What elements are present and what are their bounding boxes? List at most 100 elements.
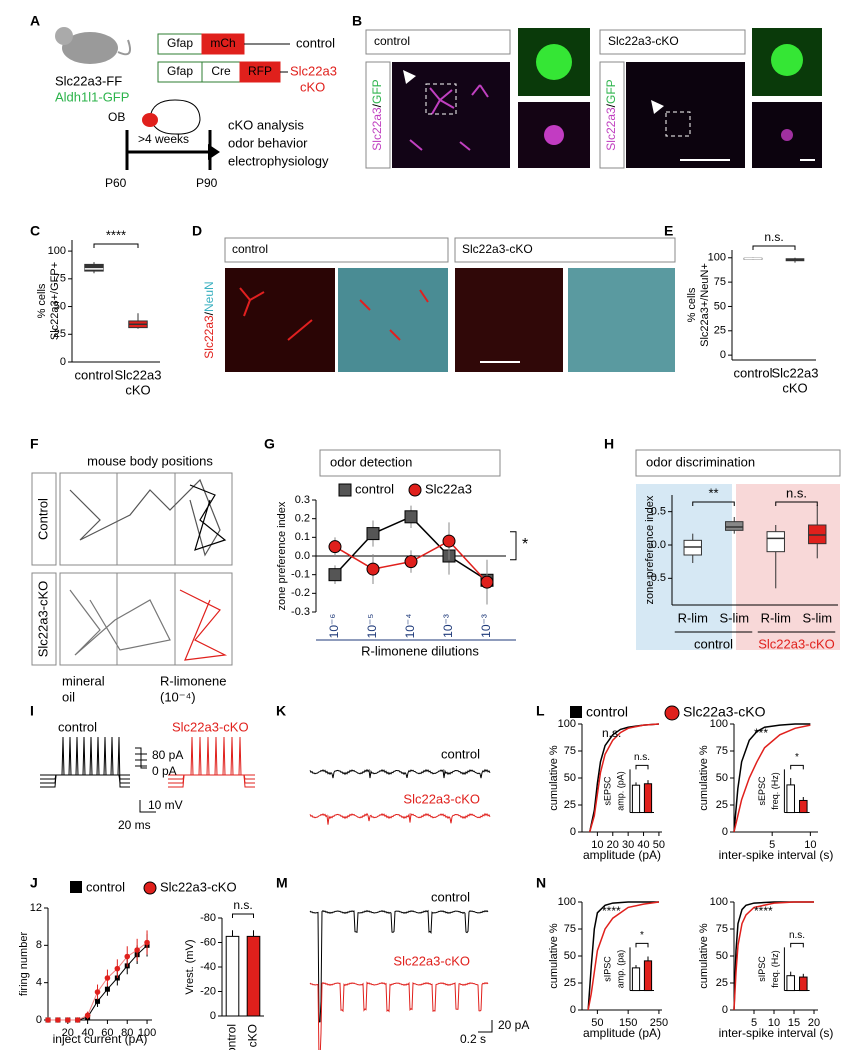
label: P60 <box>105 176 127 190</box>
bar <box>786 784 795 814</box>
point <box>134 947 140 953</box>
construct-label: RFP <box>248 64 272 78</box>
y-tick-label: 0.0 <box>651 539 666 551</box>
point <box>55 1017 61 1023</box>
label-box <box>31 572 57 666</box>
title-box <box>635 449 841 477</box>
legend-marker <box>70 881 82 893</box>
x-tick-label: 10⁻³ <box>479 614 493 638</box>
y-tick-label: 75 <box>716 923 728 935</box>
stain-label: Slc22a3/NeuN <box>202 281 216 358</box>
x-tick-label: 5 <box>769 839 775 851</box>
box <box>84 263 104 272</box>
sig-bracket <box>635 942 649 948</box>
significance: n.s. <box>602 726 621 740</box>
iv-trace <box>40 736 130 788</box>
y-tick-label: 25 <box>714 325 726 337</box>
y-tick-label: 0.0 <box>295 550 310 562</box>
point <box>366 562 380 576</box>
x-tick-label: 250 <box>650 1017 668 1029</box>
significance: n.s. <box>789 930 805 941</box>
point <box>104 986 110 992</box>
point <box>404 510 418 524</box>
k-trace <box>309 812 491 825</box>
label: >4 weeks <box>138 132 189 146</box>
y-axis-label: firing number <box>18 932 30 997</box>
label: 20 pA <box>498 1018 529 1032</box>
y-tick-label: 50 <box>716 950 728 962</box>
label: odor behavior <box>228 135 308 150</box>
k-trace <box>309 768 491 779</box>
y-tick-label: 75 <box>54 273 66 285</box>
x-tick-label: 10 <box>804 839 816 851</box>
label: control <box>586 704 628 720</box>
stain-part: Slc22a3 <box>604 107 618 151</box>
y-tick-label: -0.1 <box>291 569 310 581</box>
bar <box>786 975 795 992</box>
construct-label: Gfap <box>167 36 193 50</box>
y-axis-label: amp. (pa) <box>615 950 625 989</box>
label: R-limonene <box>160 673 226 688</box>
iv-trace <box>168 736 255 788</box>
construct-label: Cre <box>211 64 231 78</box>
panel-letter: F <box>30 436 39 452</box>
label: Slc22a3-cKO <box>393 953 470 968</box>
x-tick-label: 40 <box>81 1027 93 1039</box>
y-tick-label: -0.3 <box>291 606 310 618</box>
point <box>124 953 131 960</box>
x-tick-label: 30 <box>622 839 634 851</box>
x-tick-label: control <box>74 367 113 382</box>
image-cell <box>781 129 793 141</box>
y-tick-label: 25 <box>716 977 728 989</box>
significance: n.s. <box>634 752 650 763</box>
brain-icon <box>149 99 201 135</box>
scale-bar <box>478 1020 493 1033</box>
label: mineral <box>62 673 105 688</box>
y-tick-label: 0 <box>720 349 726 361</box>
panel-letter: C <box>30 223 40 239</box>
image <box>568 268 675 372</box>
panel-letter: I <box>30 703 34 719</box>
construct-label: Gfap <box>167 64 193 78</box>
x-tick-label: 80 <box>121 1027 133 1039</box>
x-tick-label: cKO <box>246 1024 260 1047</box>
x-tick-label: R-lim <box>761 610 791 625</box>
astrocytes <box>239 287 429 341</box>
label: cKO analysis <box>228 117 304 132</box>
sig-bracket <box>635 764 649 770</box>
x-tick-label: 20 <box>808 1017 820 1029</box>
label: Slc22a3-cKO <box>758 636 835 651</box>
y-tick-label: 25 <box>564 799 576 811</box>
x-axis-label: amplitude (pA) <box>583 848 661 862</box>
x-tick-label: Slc22a3 <box>115 367 162 382</box>
point <box>104 975 111 981</box>
y-tick-label: 25 <box>54 328 66 340</box>
y-axis-label: freq. (Hz) <box>770 950 780 988</box>
legend-marker <box>664 705 680 721</box>
group-band <box>736 484 840 650</box>
label-box <box>599 61 625 169</box>
sig-bracket <box>790 764 804 770</box>
x-tick-label: cKO <box>782 380 807 395</box>
significance: *** <box>754 726 768 740</box>
y-tick-label: 0 <box>722 1004 728 1016</box>
significance: **** <box>754 904 773 918</box>
label: mouse body positions <box>87 453 213 468</box>
point <box>480 575 494 589</box>
x-tick-label: 15 <box>788 1017 800 1029</box>
cumulative-line <box>733 901 814 1011</box>
legend-marker <box>570 706 582 718</box>
y-axis-label: amp. (pA) <box>615 771 625 811</box>
point <box>404 555 418 569</box>
label: 80 pA <box>152 748 183 762</box>
header-box <box>454 237 676 263</box>
x-tick-label: control <box>733 365 772 380</box>
bar <box>225 935 240 1017</box>
x-tick-label: 100 <box>138 1027 156 1039</box>
label: P90 <box>196 176 218 190</box>
significance: **** <box>106 227 126 242</box>
label: electrophysiology <box>228 153 329 168</box>
label: control <box>86 879 125 894</box>
box <box>766 531 785 553</box>
